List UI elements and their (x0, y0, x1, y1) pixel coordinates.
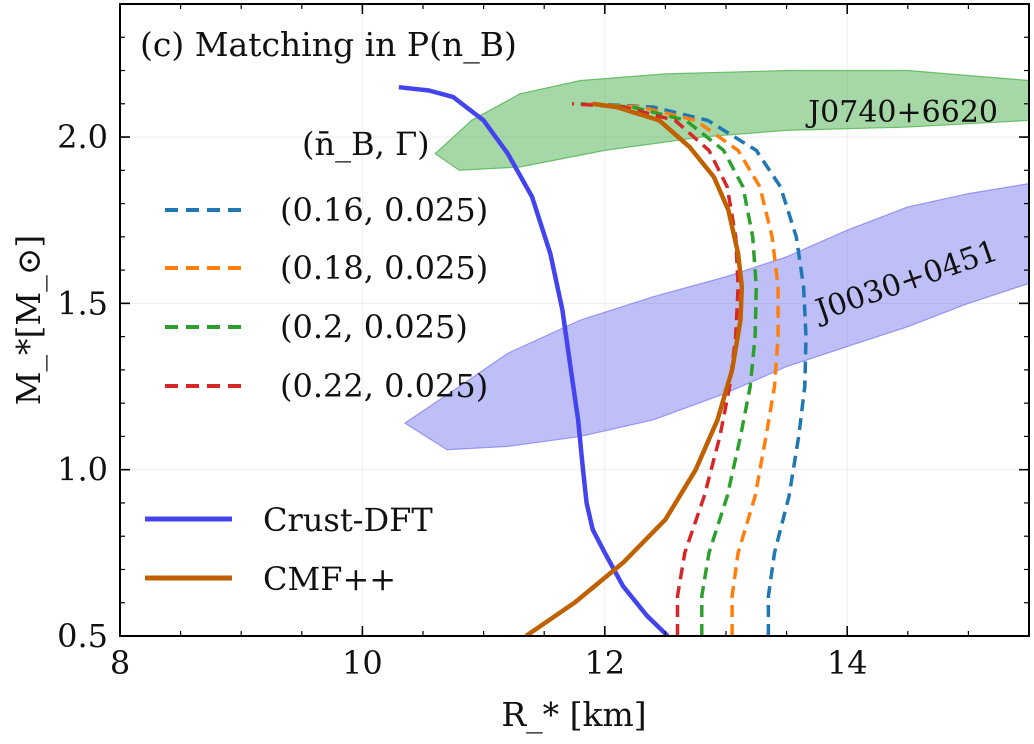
legend-label-0.2: (0.2, 0.025) (280, 308, 468, 346)
y-tick-label: 1.5 (57, 284, 108, 322)
series-lines (398, 84, 808, 636)
y-tick-label: 1.0 (57, 451, 108, 489)
legend-label-0.16: (0.16, 0.025) (280, 191, 488, 229)
x-tick-label: 14 (827, 644, 868, 682)
y-axis-label: M_*[M_⊙] (9, 235, 49, 405)
x-axis-label: R_* [km] (501, 695, 646, 735)
legend-label-cmf: CMF++ (263, 560, 396, 598)
x-tick-label: 8 (110, 644, 130, 682)
legend: (n̄_B, Γ) (0.16, 0.025) (0.18, 0.025) (0… (145, 125, 488, 598)
region-j0740-6620 (434, 69, 1029, 171)
series-0-22-0-025 (571, 102, 740, 636)
series-0-16-0-025 (592, 102, 808, 636)
chart-title: (c) Matching in P(n_B) (140, 25, 517, 65)
y-tick-label: 0.5 (57, 617, 108, 655)
legend-title: (n̄_B, Γ) (302, 125, 430, 163)
region-j0030-0451 (403, 183, 1029, 451)
axis-ticks: 8 10 12 14 0.5 1.0 1.5 2.0 (57, 3, 1030, 682)
legend-label-0.18: (0.18, 0.025) (280, 249, 488, 287)
series-crust-dft (398, 84, 670, 636)
series-0-2-0-025 (580, 102, 759, 636)
observation-regions (403, 69, 1029, 451)
legend-label-0.22: (0.22, 0.025) (280, 367, 488, 405)
y-tick-label: 2.0 (57, 118, 108, 156)
region-label-j0740: J0740+6620 (805, 95, 998, 130)
x-tick-label: 10 (342, 644, 383, 682)
x-tick-label: 12 (584, 644, 625, 682)
legend-label-crust-dft: Crust-DFT (263, 501, 433, 539)
series-0-18-0-025 (586, 102, 780, 636)
series-cmf (524, 101, 745, 636)
plot-frame (119, 3, 1030, 637)
